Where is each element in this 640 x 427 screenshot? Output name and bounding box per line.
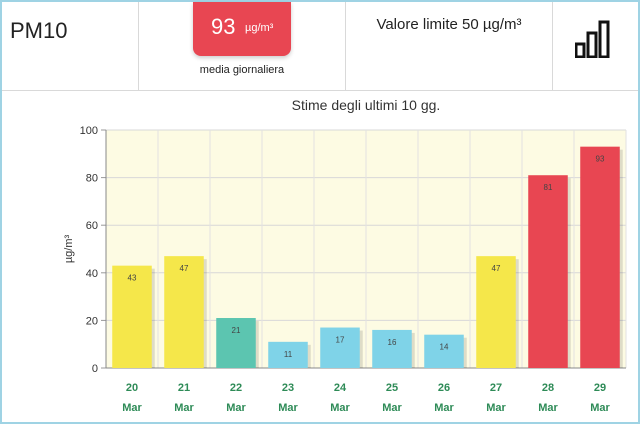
bar bbox=[268, 341, 308, 368]
y-axis-label: µg/m³ bbox=[63, 234, 75, 263]
daily-value-cell: 93 µg/m³ media giornaliera bbox=[139, 2, 346, 90]
x-tick-label-month: Mar bbox=[122, 402, 142, 414]
bar-chart-icon[interactable] bbox=[575, 20, 611, 58]
x-tick-label-day: 20 bbox=[126, 382, 138, 394]
widget-header: PM10 93 µg/m³ media giornaliera Valore l… bbox=[2, 2, 638, 91]
x-tick-label-month: Mar bbox=[226, 402, 246, 414]
bar bbox=[216, 318, 256, 368]
bar-value-label: 17 bbox=[336, 336, 345, 345]
bar bbox=[424, 334, 464, 368]
x-tick-label-day: 29 bbox=[594, 382, 606, 394]
bar bbox=[476, 256, 516, 368]
bar-value-label: 43 bbox=[128, 274, 137, 283]
x-tick-label-day: 28 bbox=[542, 382, 554, 394]
limit-cell: Valore limite 50 µg/m³ bbox=[346, 2, 553, 90]
bar bbox=[112, 265, 152, 368]
limit-value-text: Valore limite 50 µg/m³ bbox=[376, 16, 522, 33]
y-tick-label: 20 bbox=[86, 315, 98, 327]
chart-toggle-cell[interactable] bbox=[553, 2, 638, 90]
y-tick-label: 0 bbox=[92, 363, 98, 375]
x-tick-label-month: Mar bbox=[538, 402, 558, 414]
bar-value-label: 93 bbox=[596, 155, 605, 164]
daily-value: 93 bbox=[211, 14, 236, 39]
x-tick-label-day: 22 bbox=[230, 382, 242, 394]
y-tick-label: 80 bbox=[86, 173, 98, 185]
pollutant-name: PM10 bbox=[10, 18, 68, 43]
x-tick-label-day: 23 bbox=[282, 382, 294, 394]
x-tick-label-day: 27 bbox=[490, 382, 502, 394]
x-tick-label-day: 21 bbox=[178, 382, 190, 394]
bar bbox=[164, 256, 204, 368]
chart-area: Stime degli ultimi 10 gg. 0 20 40 60 80 100 µg/… bbox=[2, 91, 638, 422]
daily-value-badge: 93 µg/m³ bbox=[193, 2, 291, 56]
bar-value-label: 47 bbox=[492, 264, 501, 273]
x-tick-label-month: Mar bbox=[434, 402, 454, 414]
pollutant-cell: PM10 bbox=[2, 2, 139, 90]
x-tick-label-month: Mar bbox=[590, 402, 610, 414]
bar bbox=[580, 146, 620, 368]
bar bbox=[528, 175, 568, 368]
x-tick-label-day: 24 bbox=[334, 382, 347, 394]
pm10-bar-chart: Stime degli ultimi 10 gg. 0 20 40 60 80 100 µg/… bbox=[63, 97, 627, 414]
bar bbox=[372, 329, 412, 368]
y-tick-label: 100 bbox=[80, 125, 98, 137]
x-tick-label-month: Mar bbox=[278, 402, 298, 414]
x-tick-label-month: Mar bbox=[174, 402, 194, 414]
bar-value-label: 11 bbox=[284, 350, 293, 359]
y-tick-label: 60 bbox=[86, 220, 98, 232]
daily-value-caption: media giornaliera bbox=[199, 64, 285, 76]
bar-value-label: 47 bbox=[180, 264, 189, 273]
x-tick-label-month: Mar bbox=[330, 402, 350, 414]
x-tick-label-month: Mar bbox=[486, 402, 506, 414]
chart-title: Stime degli ultimi 10 gg. bbox=[292, 97, 441, 113]
bar bbox=[320, 327, 360, 368]
bar-value-label: 14 bbox=[440, 343, 449, 352]
x-tick-label-day: 25 bbox=[386, 382, 398, 394]
daily-value-unit: µg/m³ bbox=[245, 22, 274, 34]
bar-value-label: 81 bbox=[544, 183, 553, 192]
bar-value-label: 21 bbox=[232, 326, 241, 335]
y-tick-label: 40 bbox=[86, 268, 98, 280]
x-tick-label-day: 26 bbox=[438, 382, 450, 394]
bar-value-label: 16 bbox=[388, 338, 397, 347]
x-tick-label-month: Mar bbox=[382, 402, 402, 414]
